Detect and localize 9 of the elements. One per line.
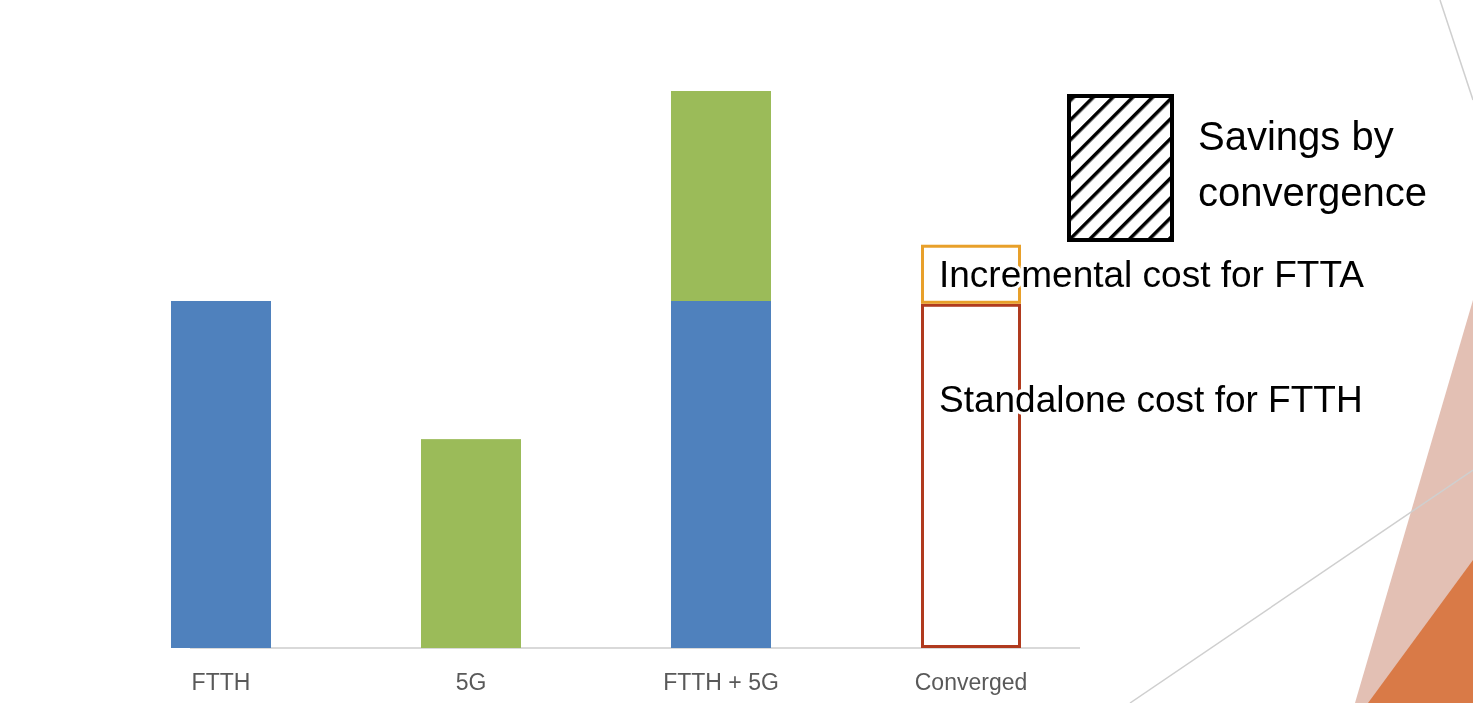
x-tick-label: 5G [455,669,487,695]
bar [421,439,521,648]
x-tick-label: FTTH + 5G [663,669,779,695]
bar [671,300,771,648]
bar [171,300,271,648]
x-tick-label: FTTH [191,669,251,695]
bar [671,91,771,301]
x-tick-label: Converged [914,669,1028,695]
text: Savings by convergence [1198,114,1428,214]
